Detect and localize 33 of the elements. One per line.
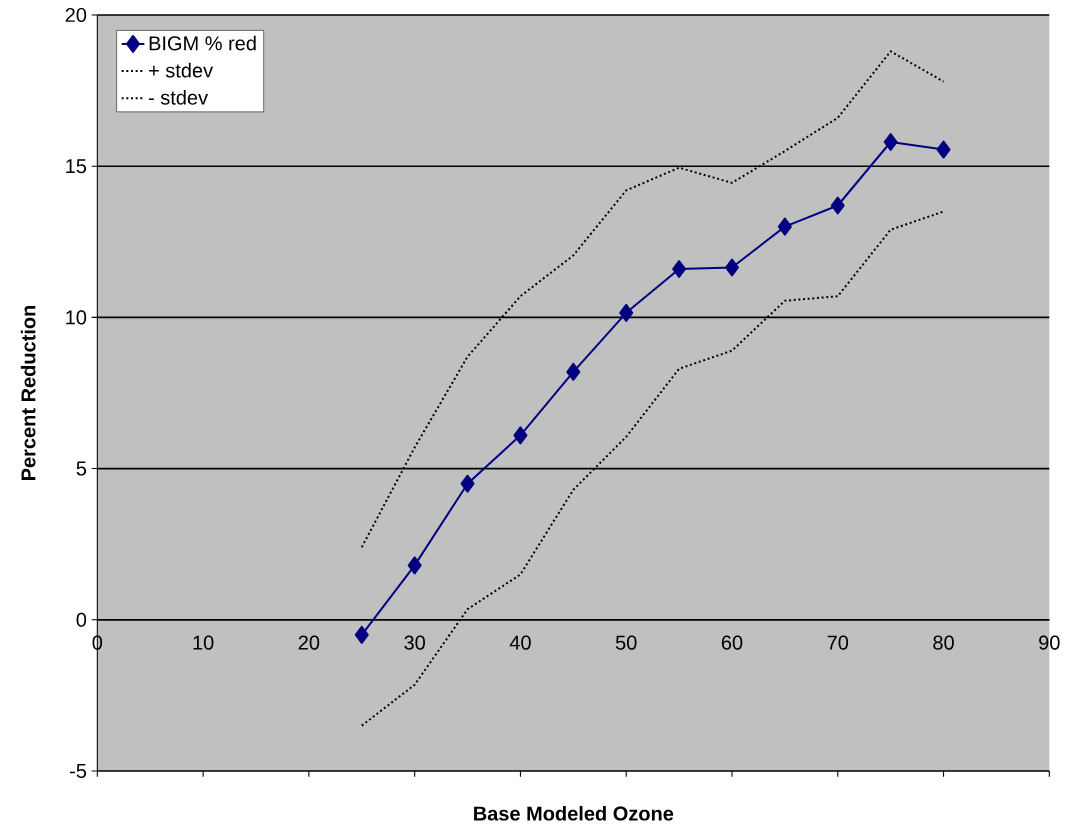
- x-tick-label: 30: [404, 635, 425, 650]
- point: [724, 258, 739, 277]
- x-tick-label: 50: [615, 635, 637, 650]
- point: [672, 260, 687, 278]
- x-axis-title: Base Modeled Ozone: [474, 805, 674, 821]
- point: [460, 474, 475, 493]
- point: [936, 140, 951, 159]
- line-series: [360, 50, 945, 549]
- legend-label: + stdev: [149, 62, 214, 78]
- y-tick-label: 5: [76, 461, 87, 476]
- y-tick-label: -5: [70, 764, 87, 778]
- point: [883, 133, 898, 151]
- x-tick-label: 10: [193, 635, 214, 650]
- x-tick-label: 90: [1039, 635, 1060, 650]
- y-axis-title: Percent Reduction: [20, 305, 36, 480]
- point: [566, 362, 581, 381]
- point: [619, 303, 634, 322]
- y-tick-label: 15: [66, 159, 87, 174]
- point: [354, 625, 369, 644]
- y-tick-label: 0: [76, 612, 87, 627]
- x-tick-label: 40: [509, 635, 531, 650]
- x-tick-label: 80: [933, 635, 954, 650]
- point: [407, 556, 422, 575]
- x-tick-label: 70: [827, 635, 849, 650]
- x-tick-label: 20: [298, 635, 320, 650]
- x-tick-label: 60: [721, 635, 743, 650]
- point: [777, 217, 792, 236]
- legend-label: - stdev: [148, 90, 209, 105]
- legend-label: BIGM % red: [149, 35, 256, 51]
- y-tick-label: 20: [65, 7, 87, 23]
- point: [830, 196, 845, 215]
- point: [513, 426, 528, 445]
- y-tick-label: 10: [66, 310, 87, 325]
